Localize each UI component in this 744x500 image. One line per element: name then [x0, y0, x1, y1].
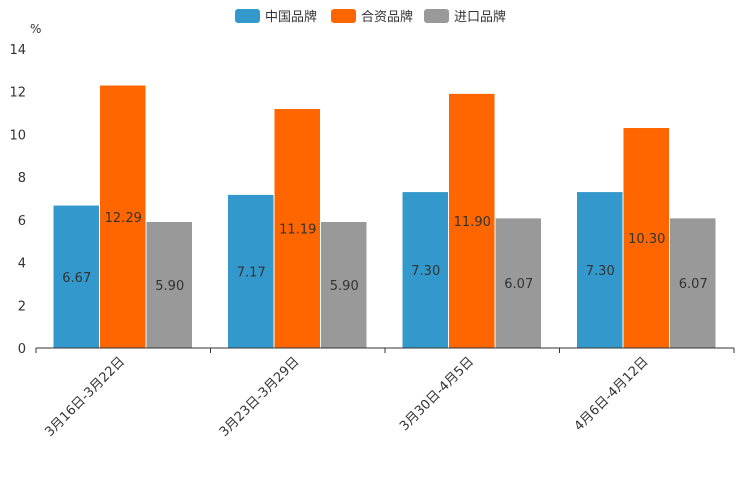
bar — [53, 205, 99, 348]
y-axis-unit-label: % — [30, 22, 41, 36]
legend-label: 进口品牌 — [454, 9, 506, 25]
y-tick-label: 0 — [18, 342, 26, 357]
bar — [402, 192, 448, 348]
legend-swatch — [331, 9, 356, 23]
bar — [228, 194, 274, 348]
legend: 中国品牌 合资品牌 进口品牌 — [235, 9, 506, 25]
data-label: 10.30 — [628, 232, 665, 247]
data-label: 6.67 — [62, 271, 91, 286]
y-tick-label: 14 — [9, 43, 26, 58]
bar — [146, 221, 192, 348]
legend-label: 合资品牌 — [361, 9, 413, 25]
data-label: 12.29 — [105, 211, 142, 226]
bar — [670, 218, 716, 348]
data-label: 7.30 — [411, 264, 440, 279]
x-tick-label: 3月30日-4月5日 — [397, 354, 477, 434]
data-label: 6.07 — [504, 277, 533, 292]
data-label: 5.90 — [330, 279, 359, 294]
bar — [623, 128, 669, 348]
legend-swatch — [235, 9, 260, 23]
bar — [577, 192, 623, 348]
x-axis: 3月16日-3月22日 3月23日-3月29日 3月30日-4月5日 4月6日-4月1… — [35, 347, 735, 440]
bars: 6.67 7.17 7.30 7.30 12.29 11.19 11.90 10.30 5.90… — [53, 85, 716, 349]
data-label: 11.90 — [454, 215, 491, 230]
y-tick-label: 12 — [9, 86, 26, 101]
data-label: 11.19 — [279, 223, 316, 238]
bar — [274, 109, 320, 348]
x-tick-label: 4月6日-4月12日 — [572, 354, 652, 434]
data-label: 7.17 — [237, 265, 266, 280]
y-tick-label: 2 — [18, 299, 26, 314]
x-tick-label: 3月16日-3月22日 — [42, 354, 128, 440]
bar — [495, 218, 541, 348]
x-tick-label: 3月23日-3月29日 — [217, 354, 303, 440]
y-tick-label: 6 — [18, 214, 26, 229]
bar — [321, 221, 367, 348]
legend-label: 中国品牌 — [265, 9, 317, 25]
y-tick-label: 8 — [18, 171, 26, 186]
bar — [449, 93, 495, 348]
legend-swatch — [424, 9, 449, 23]
y-tick-label: 4 — [18, 257, 26, 272]
data-label: 7.30 — [586, 264, 615, 279]
bar — [100, 85, 146, 349]
y-axis: 0 2 4 6 8 10 12 14 — [9, 43, 26, 357]
data-label: 5.90 — [155, 279, 184, 294]
y-tick-label: 10 — [9, 128, 26, 143]
data-label: 6.07 — [679, 277, 708, 292]
